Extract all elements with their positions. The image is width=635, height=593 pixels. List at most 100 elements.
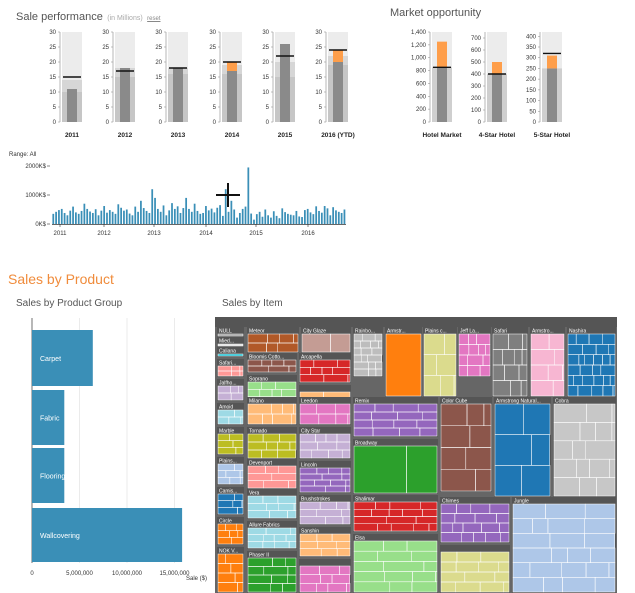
cell-fill	[300, 502, 350, 524]
cell-fill	[300, 392, 350, 398]
timeline-bar	[241, 208, 244, 224]
timeline-bar	[261, 216, 264, 224]
timeline-bar	[114, 213, 117, 224]
cell-label: Meteor	[249, 329, 265, 335]
sub-item	[453, 375, 457, 397]
timeline-bar	[255, 214, 258, 224]
timeline-chart[interactable]: 0K$ 1000K$ 2000K$ 2011 2012 2013 2014 2015 2016	[0, 160, 360, 245]
tick-label: 0	[106, 120, 110, 126]
product-group-bar	[32, 508, 183, 562]
timeline-bar	[267, 215, 269, 224]
product-group-label: Flooring	[40, 474, 65, 481]
tick-label: 30	[262, 30, 269, 36]
cell-label: Arcapella	[301, 355, 322, 361]
sub-item	[231, 537, 244, 545]
bullet-2011: 0 5 10 15 20 25 30 2011	[49, 30, 82, 139]
timeline-bar	[309, 212, 312, 224]
treemap-cell: Plains c...	[423, 327, 457, 397]
timeline-bar	[301, 217, 303, 224]
treemap-cell: Safari...	[217, 359, 244, 377]
cell-label: Chimes	[442, 499, 459, 505]
treemap-cell: Phaser II	[247, 551, 297, 593]
bullet-2012: 0 5 10 15 20 25 30 2012	[102, 30, 135, 139]
tick-label: 400	[526, 34, 537, 40]
cell-fill	[218, 354, 243, 356]
tick-label: 250	[526, 66, 537, 72]
cell-label: Shalimar	[355, 497, 375, 503]
actual-bar	[437, 67, 447, 122]
sub-item	[428, 523, 438, 532]
timeline-bar	[320, 212, 323, 224]
timeline-bar	[244, 206, 247, 224]
market-bullet-5starhotel: 0 50 100 150 200 250 300 350 400 5-Star Hotel	[526, 32, 570, 139]
cell-label: Rainbo...	[355, 329, 375, 335]
cell-label: Armstro...	[532, 329, 554, 335]
cell-label: Circle	[219, 519, 232, 525]
cell-fill	[218, 434, 243, 454]
timeline-bar	[236, 217, 238, 224]
cell-label: Lincoln	[301, 463, 317, 469]
cell-fill	[218, 344, 243, 346]
item-treemap: NULL Meteor City Glaze Rainbo... Armstr... Pl…	[215, 317, 617, 593]
timeline-bar	[188, 208, 190, 224]
timeline-bar	[140, 200, 142, 224]
sub-item	[282, 583, 297, 593]
tick-label: 400	[416, 94, 427, 100]
category-label: 2011	[65, 132, 79, 139]
timeline-bar	[329, 215, 332, 224]
timeline-bar	[224, 189, 227, 224]
tick-label: 15	[315, 75, 322, 81]
tick-label: 800	[416, 69, 427, 75]
cell-label: Jalfho...	[219, 381, 237, 387]
tick-label: 15	[209, 75, 216, 81]
tick-label: 20	[155, 60, 162, 66]
sub-item	[500, 532, 510, 543]
cell-label: Leedon	[301, 399, 318, 405]
timeline-bar	[202, 212, 204, 224]
sub-item	[288, 541, 297, 549]
actual-bar	[67, 89, 77, 122]
timeline-bar	[343, 209, 346, 224]
timeline-bar	[185, 197, 188, 224]
sub-item	[237, 507, 244, 515]
timeline-bar	[253, 219, 255, 224]
sale-performance-subtitle: (in Millions)	[107, 15, 143, 22]
timeline-bar	[173, 208, 176, 224]
reset-link[interactable]: reset	[147, 16, 161, 22]
opportunity-bar	[437, 41, 447, 68]
sub-item	[277, 449, 296, 459]
category-label: Hotel Market	[422, 132, 462, 139]
cell-label: Tornado	[249, 429, 267, 435]
cell-fill	[302, 334, 350, 352]
treemap-cell	[440, 545, 510, 593]
tick-label: 0	[213, 120, 217, 126]
cell-fill	[300, 360, 350, 382]
tick-label: 350	[526, 45, 537, 51]
treemap-cell: Circle	[217, 517, 244, 545]
cell-label: Soprano	[249, 377, 268, 383]
sub-item	[336, 548, 351, 557]
cell-fill	[354, 541, 437, 592]
cell-label: Mied...	[219, 339, 234, 345]
tick-label: 5	[319, 105, 323, 111]
timeline-bar	[326, 208, 329, 224]
timeline-bar	[289, 214, 292, 224]
timeline-bar	[337, 211, 340, 224]
treemap-cell: Chimes	[440, 497, 510, 543]
tick-label: 200	[416, 107, 427, 113]
treemap-cell: Marble	[217, 427, 244, 455]
category-label: 2016 (YTD)	[321, 132, 355, 139]
sub-item	[345, 485, 351, 493]
timeline-bar	[106, 212, 108, 224]
timeline-bar	[108, 210, 111, 224]
cell-label: Elsa	[355, 536, 365, 542]
timeline-bar	[247, 167, 250, 224]
tick-label: 200	[526, 77, 537, 83]
timeline-bar	[295, 210, 298, 224]
tick-label: 25	[262, 45, 269, 51]
tick-label: 700	[471, 36, 482, 42]
timeline-bar	[193, 203, 196, 224]
timeline-bar	[270, 217, 272, 224]
cell-label: Armstrong Natural...	[496, 399, 541, 405]
sub-item	[288, 365, 297, 373]
